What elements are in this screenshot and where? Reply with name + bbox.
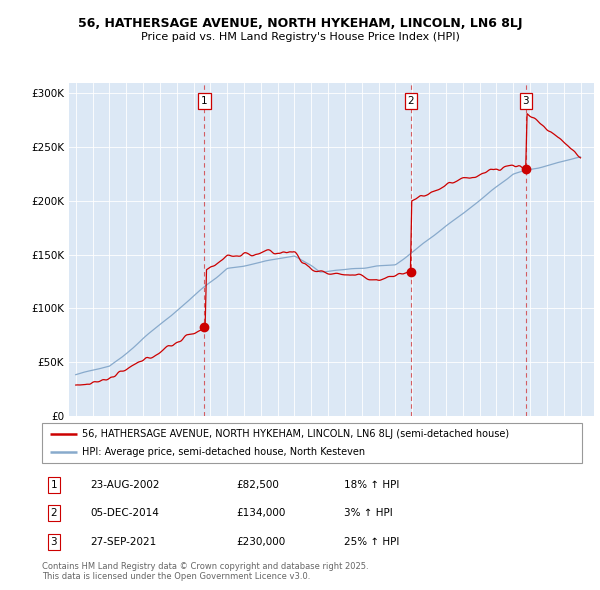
- Text: This data is licensed under the Open Government Licence v3.0.: This data is licensed under the Open Gov…: [42, 572, 310, 581]
- Text: 56, HATHERSAGE AVENUE, NORTH HYKEHAM, LINCOLN, LN6 8LJ (semi-detached house): 56, HATHERSAGE AVENUE, NORTH HYKEHAM, LI…: [83, 429, 509, 439]
- Text: Contains HM Land Registry data © Crown copyright and database right 2025.: Contains HM Land Registry data © Crown c…: [42, 562, 368, 571]
- Text: 05-DEC-2014: 05-DEC-2014: [91, 509, 160, 518]
- Text: £82,500: £82,500: [236, 480, 279, 490]
- Text: 3: 3: [523, 96, 529, 106]
- Text: 18% ↑ HPI: 18% ↑ HPI: [344, 480, 400, 490]
- Text: 27-SEP-2021: 27-SEP-2021: [91, 537, 157, 546]
- Text: £230,000: £230,000: [236, 537, 286, 546]
- Text: HPI: Average price, semi-detached house, North Kesteven: HPI: Average price, semi-detached house,…: [83, 447, 365, 457]
- Text: Price paid vs. HM Land Registry's House Price Index (HPI): Price paid vs. HM Land Registry's House …: [140, 32, 460, 41]
- Text: 3% ↑ HPI: 3% ↑ HPI: [344, 509, 393, 518]
- Text: 2: 2: [50, 509, 57, 518]
- Text: 2: 2: [407, 96, 414, 106]
- Text: 1: 1: [201, 96, 208, 106]
- Text: 3: 3: [50, 537, 57, 546]
- Text: 23-AUG-2002: 23-AUG-2002: [91, 480, 160, 490]
- Text: 1: 1: [50, 480, 57, 490]
- Text: 56, HATHERSAGE AVENUE, NORTH HYKEHAM, LINCOLN, LN6 8LJ: 56, HATHERSAGE AVENUE, NORTH HYKEHAM, LI…: [78, 17, 522, 30]
- Text: £134,000: £134,000: [236, 509, 286, 518]
- FancyBboxPatch shape: [42, 423, 582, 463]
- Text: 25% ↑ HPI: 25% ↑ HPI: [344, 537, 400, 546]
